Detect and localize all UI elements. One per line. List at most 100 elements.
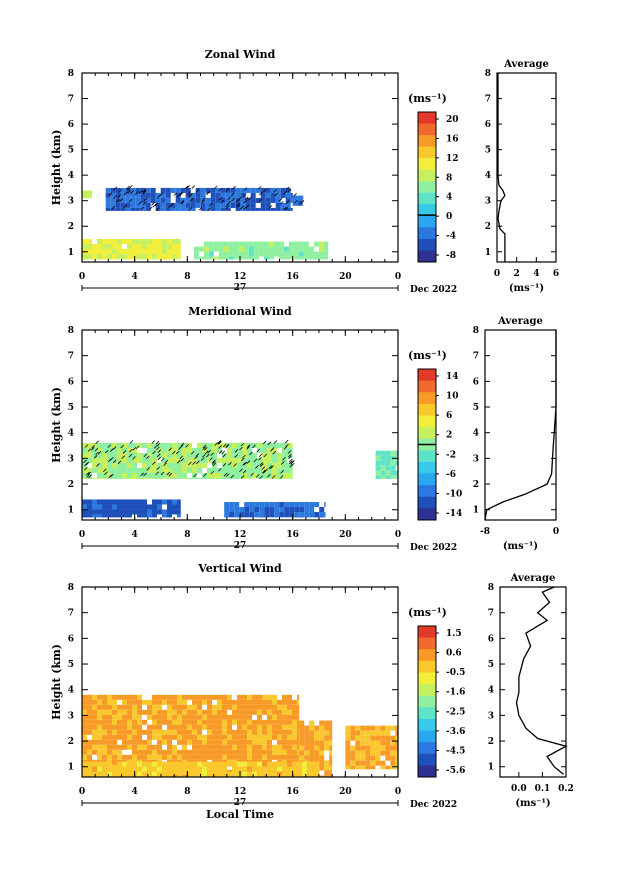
month-label: Dec 2022 bbox=[410, 800, 457, 810]
region-cell bbox=[287, 739, 292, 745]
region-cell bbox=[212, 447, 217, 453]
region-cell bbox=[375, 460, 381, 466]
region-cell bbox=[142, 719, 147, 725]
hatch-mark bbox=[180, 200, 184, 204]
region-cell bbox=[242, 709, 247, 715]
region-cell bbox=[172, 714, 177, 720]
region-cell bbox=[167, 452, 172, 458]
region-cell bbox=[247, 729, 252, 735]
hatch-mark bbox=[151, 440, 156, 444]
region-cell bbox=[190, 207, 196, 211]
region-cell bbox=[122, 462, 127, 468]
region-cell bbox=[147, 754, 152, 760]
hatch-mark bbox=[126, 185, 130, 190]
region-cell bbox=[82, 442, 87, 448]
hatch-mark bbox=[108, 474, 113, 479]
region-cell bbox=[217, 457, 222, 463]
region-cell bbox=[170, 187, 176, 193]
region-cell bbox=[142, 462, 147, 468]
region-cell bbox=[193, 251, 199, 257]
region-cell bbox=[329, 720, 333, 726]
region-cell bbox=[237, 761, 242, 767]
region-cell bbox=[242, 472, 247, 478]
region-cell bbox=[262, 724, 267, 730]
colorbar-swatch bbox=[418, 485, 436, 498]
region-cell bbox=[177, 244, 181, 250]
region-cell bbox=[112, 514, 117, 518]
region-cell bbox=[205, 202, 211, 208]
region-cell bbox=[314, 725, 320, 731]
region-cell bbox=[112, 499, 117, 505]
hatch-mark bbox=[232, 185, 236, 190]
hatch-mark bbox=[85, 471, 90, 476]
region-cell bbox=[385, 750, 391, 756]
x-tick-label: 20 bbox=[339, 787, 352, 797]
region-cell bbox=[182, 714, 187, 720]
region-cell bbox=[82, 761, 87, 767]
region-cell bbox=[232, 749, 237, 755]
region-cell bbox=[242, 477, 247, 479]
region-cell bbox=[299, 512, 305, 518]
hatch-mark bbox=[270, 447, 275, 451]
region-cell bbox=[182, 739, 187, 745]
region-cell bbox=[207, 447, 212, 453]
region-cell bbox=[259, 507, 265, 513]
region-cell bbox=[120, 202, 126, 208]
hatch-mark bbox=[96, 463, 100, 467]
region-cell bbox=[297, 709, 300, 715]
hatch-mark bbox=[223, 472, 228, 477]
average-x-tick-label: 0.2 bbox=[558, 784, 574, 794]
region-cell bbox=[92, 771, 97, 777]
region-cell bbox=[258, 241, 264, 247]
region-cell bbox=[172, 504, 177, 510]
region-cell bbox=[150, 187, 156, 193]
region-cell bbox=[212, 467, 217, 473]
region-cell bbox=[195, 192, 201, 198]
region-cell bbox=[257, 739, 262, 745]
region-cell bbox=[277, 472, 282, 478]
x-tick-label: 0 bbox=[79, 272, 85, 282]
region-cell bbox=[222, 749, 227, 755]
region-cell bbox=[102, 239, 107, 245]
hatch-mark bbox=[268, 465, 273, 469]
region-cell bbox=[117, 249, 122, 255]
y-tick-label: 7 bbox=[68, 95, 74, 105]
region-cell bbox=[130, 202, 136, 208]
region-cell bbox=[177, 729, 182, 735]
region-cell bbox=[162, 509, 167, 515]
region-cell bbox=[360, 755, 366, 761]
colorbar-swatch bbox=[418, 508, 436, 521]
region-cell bbox=[177, 709, 182, 715]
hatch-mark bbox=[142, 189, 147, 193]
region-cell bbox=[213, 256, 219, 260]
region-cell bbox=[282, 744, 287, 750]
colorbar-tick-label: 16 bbox=[446, 134, 459, 144]
region-cell bbox=[314, 745, 320, 751]
region-cell bbox=[244, 512, 250, 518]
region-cell bbox=[260, 197, 266, 203]
region-cell bbox=[137, 739, 142, 745]
region-cell bbox=[227, 472, 232, 478]
region-cell bbox=[380, 465, 386, 471]
region-cell bbox=[234, 502, 240, 508]
region-cell bbox=[187, 452, 192, 458]
region-cell bbox=[172, 477, 177, 479]
region-cell bbox=[92, 724, 97, 730]
region-cell bbox=[97, 447, 102, 453]
region-cell bbox=[82, 509, 87, 515]
region-cell bbox=[102, 477, 107, 479]
y-tick-label: 8 bbox=[68, 69, 74, 79]
hatch-mark bbox=[156, 466, 160, 471]
region-cell bbox=[227, 714, 232, 720]
region-cell bbox=[270, 187, 276, 193]
region-cell bbox=[262, 766, 267, 772]
region-cell bbox=[172, 249, 177, 255]
region-cell bbox=[329, 745, 333, 751]
hatch-mark bbox=[172, 450, 176, 455]
region-cell bbox=[112, 239, 117, 245]
hatch-mark bbox=[140, 206, 145, 211]
region-cell bbox=[284, 512, 290, 518]
hatch-mark bbox=[198, 206, 203, 211]
hatch-mark bbox=[240, 205, 244, 210]
